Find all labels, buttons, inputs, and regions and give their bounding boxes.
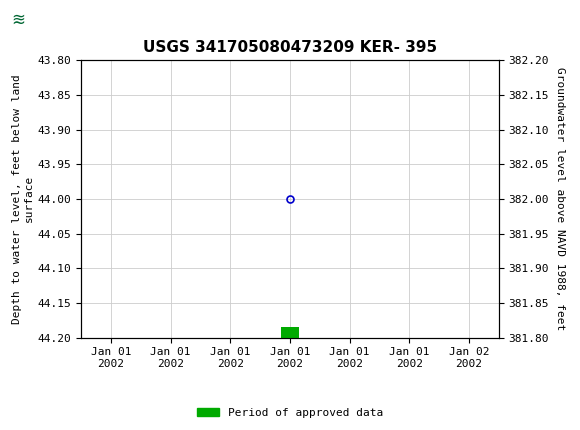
Title: USGS 341705080473209 KER- 395: USGS 341705080473209 KER- 395 (143, 40, 437, 55)
Text: ≋: ≋ (12, 11, 26, 29)
Y-axis label: Depth to water level, feet below land
surface: Depth to water level, feet below land su… (12, 74, 34, 324)
Bar (6, 4, 87, 37)
Y-axis label: Groundwater level above NAVD 1988, feet: Groundwater level above NAVD 1988, feet (554, 67, 564, 331)
Bar (281, 327, 299, 341)
Legend: Period of approved data: Period of approved data (193, 403, 387, 422)
Text: USGS: USGS (44, 12, 90, 27)
